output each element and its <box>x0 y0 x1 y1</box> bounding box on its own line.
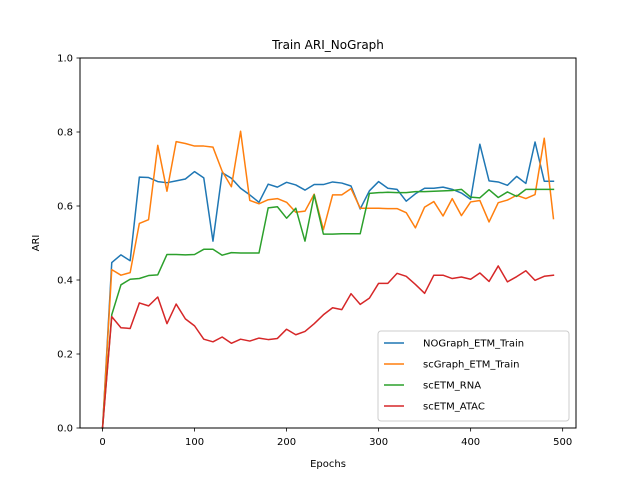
y-tick-label: 0.6 <box>57 202 73 213</box>
x-tick-label: 500 <box>553 437 572 448</box>
y-tick-label: 1.0 <box>57 54 73 65</box>
chart-title: Train ARI_NoGraph <box>271 38 384 52</box>
x-tick-label: 0 <box>99 437 105 448</box>
series-layer <box>101 130 555 429</box>
legend-items: NOGraph_ETM_Train scGraph_ETM_Train scETM_… <box>384 339 524 413</box>
legend-label-scgraph-etm-train: scGraph_ETM_Train <box>423 360 519 371</box>
legend-box <box>377 330 570 422</box>
x-axis-ticks: 0 100 200 300 400 500 <box>99 428 572 448</box>
y-tick-label: 0.2 <box>57 350 73 361</box>
x-tick-label: 100 <box>185 437 204 448</box>
legend-label-nograph-etm-train: NOGraph_ETM_Train <box>423 339 524 350</box>
x-tick-label: 300 <box>369 437 388 448</box>
plot-frame <box>79 57 577 429</box>
x-tick-label: 200 <box>277 437 296 448</box>
x-tick-label: 400 <box>461 437 480 448</box>
y-tick-label: 0.8 <box>57 128 73 139</box>
x-axis-title: Epochs <box>310 459 346 470</box>
y-axis-title: ARI <box>31 235 42 252</box>
series-line-scgraph-etm-train <box>101 130 555 429</box>
legend: NOGraph_ETM_Train scGraph_ETM_Train scETM_… <box>377 330 570 422</box>
series-line-nograph-etm-train <box>101 141 555 429</box>
y-tick-label: 0.0 <box>57 424 73 435</box>
legend-label-scetm-rna: scETM_RNA <box>423 381 481 392</box>
legend-label-scetm-atac: scETM_ATAC <box>423 402 485 413</box>
y-axis-ticks: 0.0 0.2 0.4 0.6 0.8 1.0 <box>57 54 80 435</box>
series-line-scetm-rna <box>101 188 555 429</box>
y-tick-label: 0.4 <box>57 276 73 287</box>
series-line-scetm-atac <box>101 265 555 429</box>
